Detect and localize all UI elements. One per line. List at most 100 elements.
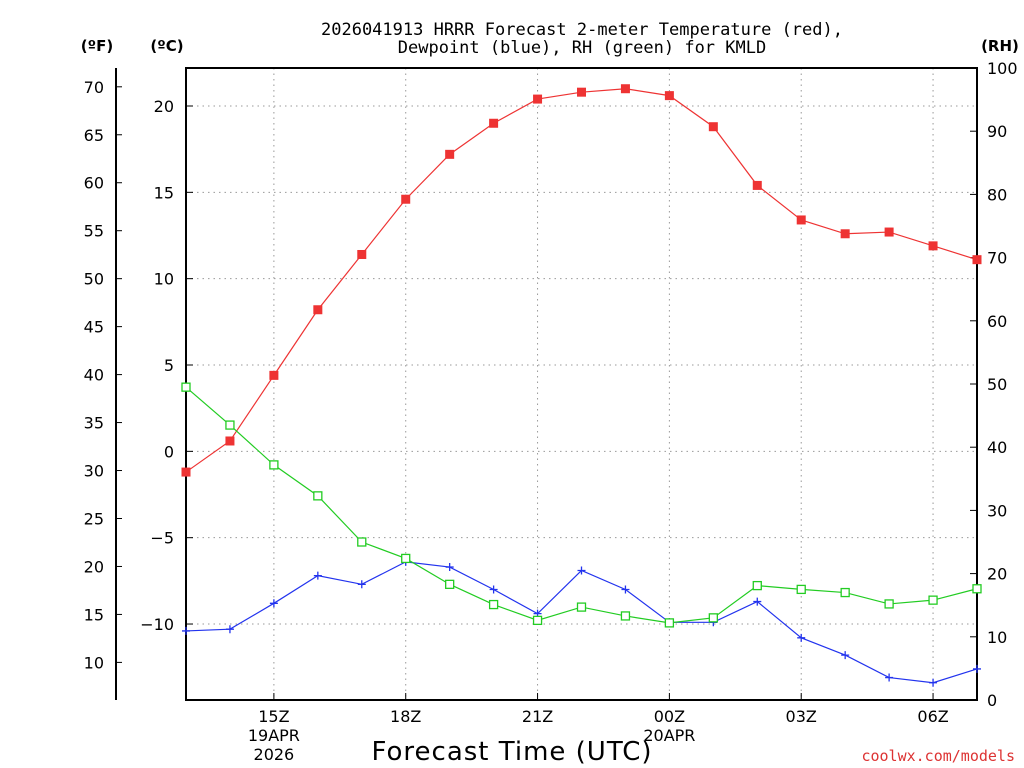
dewpoint-point	[357, 580, 366, 589]
rh-tick-label: 70	[987, 249, 1007, 268]
temperature-point	[664, 91, 674, 101]
series-line-temperature	[185, 88, 978, 473]
temperature-point	[489, 118, 499, 128]
fahrenheit-tick-label: 65	[84, 126, 104, 145]
series-line-rh	[185, 386, 978, 624]
celsius-tick-label: 0	[164, 442, 174, 461]
temperature-point	[445, 149, 455, 159]
rh-tick-label: 80	[987, 185, 1007, 204]
chart-title-line-1: 2026041913 HRRR Forecast 2-meter Tempera…	[321, 20, 843, 40]
dewpoint-point	[182, 626, 190, 635]
temperature-point	[181, 467, 191, 477]
rh-point	[840, 587, 850, 598]
x-date-label: 19APR	[248, 726, 300, 745]
rh-tick-label: 10	[987, 628, 1007, 647]
chart-title-line-2: Dewpoint (blue), RH (green) for KMLD	[398, 38, 766, 58]
rh-tick-label: 60	[987, 312, 1007, 331]
x-date-label: 20APR	[643, 726, 695, 745]
temperature-point	[972, 255, 982, 265]
temperature-point	[620, 84, 630, 94]
temperature-point	[313, 305, 323, 315]
rh-point	[752, 580, 762, 591]
fahrenheit-tick-label: 10	[84, 653, 104, 672]
temperature-point	[752, 180, 762, 190]
temperature-point	[269, 370, 279, 380]
series-line-dewpoint	[185, 561, 978, 684]
dewpoint-point	[841, 651, 850, 660]
celsius-unit-label: (ºC)	[150, 37, 183, 55]
fahrenheit-unit-label: (ºF)	[81, 37, 113, 55]
fahrenheit-tick-label: 70	[84, 78, 104, 97]
credit-text: coolwx.com/models	[861, 747, 1015, 765]
celsius-tick-label: 20	[154, 97, 174, 116]
fahrenheit-tick-label: 55	[84, 222, 104, 241]
rh-point	[884, 599, 894, 609]
celsius-tick-label: 5	[164, 356, 174, 375]
celsius-tick-label: −5	[150, 529, 174, 548]
x-year-label: 2026	[254, 745, 295, 764]
celsius-tick-label: 10	[154, 270, 174, 289]
x-tick-label: 03Z	[786, 707, 817, 726]
dewpoint-point	[313, 571, 322, 580]
rh-point	[576, 602, 587, 612]
temperature-point	[840, 229, 850, 239]
rh-point	[928, 595, 938, 605]
temperature-point	[225, 436, 235, 446]
dewpoint-point	[973, 664, 981, 673]
dewpoint-point	[225, 625, 234, 634]
fahrenheit-tick-label: 30	[84, 462, 104, 481]
dewpoint-point	[577, 566, 586, 575]
rh-tick-label: 0	[987, 691, 997, 710]
celsius-tick-label: −10	[140, 615, 174, 634]
rh-point	[532, 615, 543, 626]
fahrenheit-tick-label: 20	[84, 557, 104, 576]
temperature-point	[577, 87, 586, 97]
rh-tick-label: 100	[987, 59, 1018, 78]
fahrenheit-tick-label: 35	[84, 414, 104, 433]
rh-point	[488, 599, 499, 610]
x-tick-label: 00Z	[654, 707, 685, 726]
dewpoint-point	[489, 585, 498, 594]
rh-tick-label: 40	[987, 438, 1007, 457]
series-lines	[181, 84, 982, 687]
x-tick-label: 06Z	[917, 707, 948, 726]
dewpoint-point	[621, 585, 630, 594]
dewpoint-point	[269, 599, 278, 608]
dewpoint-point	[753, 597, 762, 606]
dewpoint-point	[885, 673, 894, 682]
x-tick-label: 15Z	[258, 707, 289, 726]
rh-point	[972, 584, 982, 594]
fahrenheit-tick-label: 50	[84, 270, 104, 289]
temperature-point	[533, 94, 543, 104]
rh-point	[708, 613, 718, 623]
rh-tick-label: 20	[987, 565, 1007, 584]
temperature-point	[884, 227, 894, 237]
axes: 7065605550454035302520151020151050−5−101…	[84, 59, 1018, 764]
rh-point	[357, 537, 367, 547]
rh-point	[401, 553, 411, 564]
rh-point	[269, 460, 279, 470]
gridlines	[186, 68, 977, 700]
temperature-point	[928, 241, 938, 251]
rh-tick-label: 50	[987, 375, 1007, 394]
fahrenheit-tick-label: 25	[84, 509, 104, 528]
fahrenheit-tick-label: 40	[84, 366, 104, 385]
rh-unit-label: (RH)	[981, 37, 1019, 55]
rh-point	[225, 420, 235, 430]
rh-point	[620, 611, 631, 621]
temperature-point	[357, 249, 367, 259]
x-tick-label: 21Z	[522, 707, 553, 726]
fahrenheit-tick-label: 60	[84, 174, 104, 193]
dewpoint-point	[445, 563, 454, 572]
rh-point	[181, 382, 191, 392]
dewpoint-point	[797, 633, 806, 642]
temperature-point	[796, 215, 806, 225]
rh-tick-label: 90	[987, 122, 1007, 141]
rh-point	[664, 618, 675, 628]
rh-point	[313, 491, 323, 501]
fahrenheit-tick-label: 45	[84, 318, 104, 337]
rh-tick-label: 30	[987, 501, 1007, 520]
x-axis-label: Forecast Time (UTC)	[371, 737, 652, 767]
temperature-point	[401, 194, 411, 204]
